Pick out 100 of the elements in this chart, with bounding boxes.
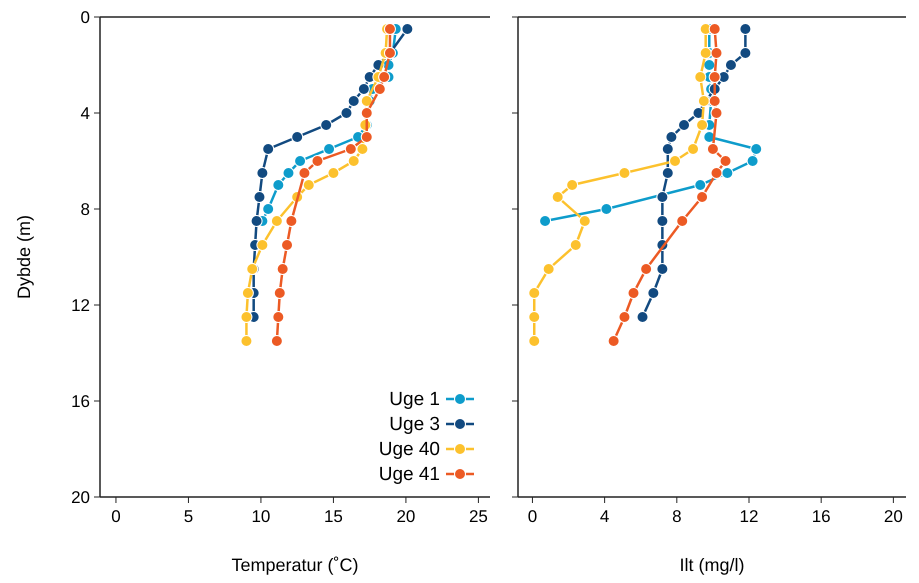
point	[360, 131, 373, 143]
point	[676, 215, 688, 227]
point	[360, 95, 373, 107]
legend-label: Uge 3	[389, 414, 440, 435]
point	[708, 71, 721, 83]
point	[647, 287, 660, 299]
point	[600, 203, 612, 215]
point	[694, 179, 706, 191]
point	[528, 311, 540, 323]
point	[344, 143, 357, 155]
point	[253, 191, 266, 203]
point	[323, 143, 336, 155]
legend-label: Uge 1	[389, 389, 440, 410]
y-tick-label: 4	[80, 104, 90, 123]
point	[348, 95, 360, 107]
legend-label: Uge 40	[378, 439, 440, 460]
point	[384, 23, 396, 35]
y-tick-label: 12	[71, 296, 90, 315]
point	[539, 215, 552, 227]
point	[706, 143, 719, 155]
x-tick-label: 15	[324, 507, 343, 526]
y-tick-label: 0	[80, 8, 90, 27]
point	[618, 167, 630, 179]
point	[640, 263, 652, 275]
point	[262, 203, 274, 215]
point	[256, 167, 268, 179]
point	[528, 287, 540, 299]
point	[656, 215, 668, 227]
x-tick-label: 5	[184, 507, 194, 526]
point	[678, 119, 690, 131]
point	[708, 23, 721, 35]
point	[566, 179, 578, 191]
point	[669, 155, 682, 167]
point	[696, 119, 708, 131]
y-tick-label: 16	[71, 392, 90, 411]
x-tick-label: 4	[600, 507, 610, 526]
point	[291, 131, 304, 143]
point	[739, 47, 752, 59]
x-axis-title: Temperatur (˚C)	[231, 555, 359, 575]
point	[374, 83, 386, 95]
point	[552, 191, 564, 203]
point	[608, 335, 620, 347]
point	[570, 239, 582, 251]
x-tick-label: 25	[468, 507, 488, 526]
point	[256, 239, 268, 251]
point	[739, 23, 752, 35]
y-tick-label: 20	[71, 488, 90, 507]
point	[721, 167, 734, 179]
y-tick-label: 8	[80, 200, 90, 219]
point	[272, 311, 284, 323]
point	[298, 167, 310, 179]
point	[662, 167, 674, 179]
point	[710, 47, 723, 59]
point	[240, 335, 252, 347]
point	[750, 143, 762, 155]
x-axis-title: Ilt (mg/l)	[680, 555, 744, 575]
point	[687, 143, 700, 155]
point	[270, 215, 283, 227]
point	[276, 263, 289, 275]
point	[285, 215, 298, 227]
point	[274, 287, 286, 299]
point	[320, 119, 332, 131]
point	[710, 107, 723, 119]
legend-label: Uge 41	[378, 464, 440, 485]
point	[302, 179, 315, 191]
point	[358, 83, 370, 95]
x-tick-label: 16	[812, 507, 831, 526]
point	[628, 287, 640, 299]
point	[746, 155, 759, 167]
x-tick-label: 12	[740, 507, 758, 526]
x-tick-label: 8	[672, 507, 682, 526]
point	[262, 143, 274, 155]
point	[282, 167, 294, 179]
point	[542, 263, 555, 275]
point	[696, 191, 708, 203]
point	[294, 155, 306, 167]
point	[311, 155, 324, 167]
point	[724, 59, 737, 71]
point	[348, 155, 360, 167]
point	[378, 71, 390, 83]
point	[401, 23, 414, 35]
point	[528, 335, 540, 347]
x-tick-label: 0	[111, 507, 121, 526]
point	[240, 311, 252, 323]
point	[710, 167, 723, 179]
point	[703, 59, 716, 71]
point	[250, 215, 263, 227]
point	[708, 95, 721, 107]
x-tick-label: 20	[884, 507, 903, 526]
point	[578, 215, 591, 227]
point	[694, 71, 706, 83]
point	[636, 311, 649, 323]
y-axis-title: Dybde (m)	[14, 214, 34, 300]
point	[662, 143, 674, 155]
point	[340, 107, 352, 119]
point	[327, 167, 340, 179]
x-tick-label: 20	[396, 507, 416, 526]
point	[618, 311, 630, 323]
point	[272, 179, 284, 191]
x-tick-label: 10	[251, 507, 270, 526]
